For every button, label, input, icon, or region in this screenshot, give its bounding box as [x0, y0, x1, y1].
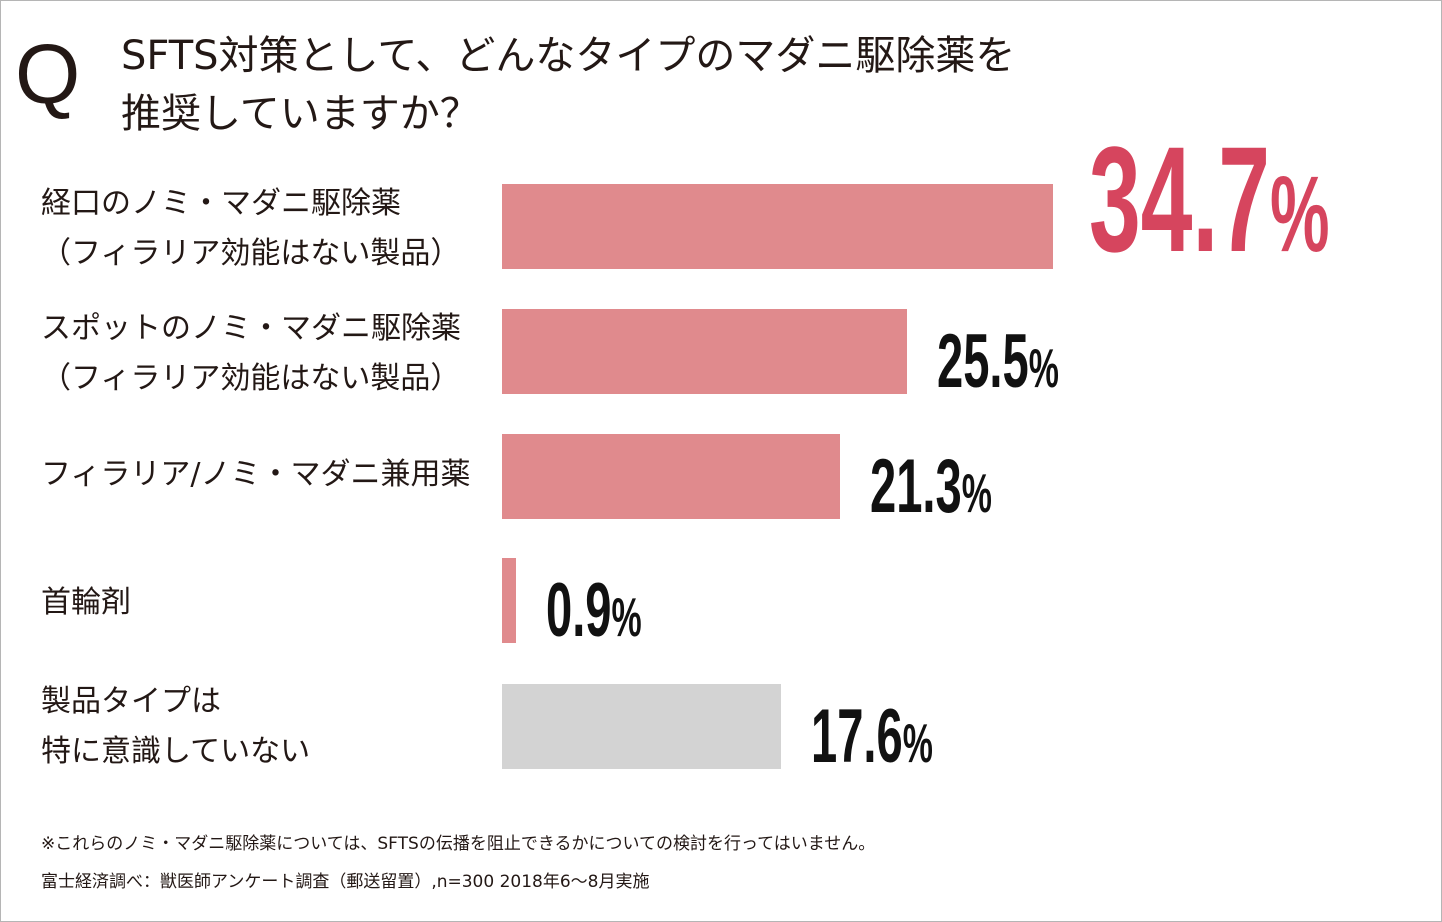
value-number: 34.7 — [1089, 115, 1271, 283]
category-label-line-1: 経口のノミ・マダニ駆除薬 — [41, 186, 401, 221]
category-label-line-2: （フィラリア効能はない製品） — [41, 361, 461, 396]
value-label: 17.6% — [811, 699, 933, 781]
category-label-line-1: スポットのノミ・マダニ駆除薬 — [41, 311, 461, 346]
percent-sign: % — [961, 462, 993, 524]
question-line-2: 推奨していますか？ — [121, 91, 480, 137]
value-label-highlight: 34.7% — [1089, 124, 1330, 289]
category-label: 首輪剤 — [41, 578, 491, 628]
bar — [502, 184, 1053, 269]
value-label: 21.3% — [870, 449, 992, 531]
category-label: フィラリア/ノミ・マダニ兼用薬 — [41, 450, 491, 500]
footnote-source: 富士経済調べ：獣医師アンケート調査（郵送留置）,n=300 2018年6〜8月実… — [41, 872, 650, 892]
bar — [502, 434, 841, 519]
value-number: 0.9 — [546, 568, 612, 653]
question-line-1: SFTS対策として、どんなタイプのマダニ駆除薬を — [121, 33, 1016, 79]
bar — [502, 684, 782, 769]
question-mark-label: Q — [15, 27, 81, 121]
category-label: スポットのノミ・マダニ駆除薬 （フィラリア効能はない製品） — [41, 304, 491, 404]
bar — [502, 309, 907, 394]
category-label: 経口のノミ・マダニ駆除薬 （フィラリア効能はない製品） — [41, 179, 491, 279]
category-label-line-1: 製品タイプは — [41, 684, 221, 719]
value-number: 25.5 — [936, 319, 1029, 404]
percent-sign: % — [903, 712, 934, 774]
footnote-note: ※これらのノミ・マダニ駆除薬については、SFTSの伝播を阻止できるかについての検… — [41, 834, 876, 854]
category-label: 製品タイプは特に意識していない — [41, 677, 491, 777]
value-number: 21.3 — [870, 444, 962, 529]
category-label-line-2: （フィラリア効能はない製品） — [41, 236, 461, 271]
percent-sign: % — [1270, 153, 1330, 274]
percent-sign: % — [1028, 337, 1059, 399]
category-label-line-1: フィラリア/ノミ・マダニ兼用薬 — [41, 457, 471, 492]
question-text: SFTS対策として、どんなタイプのマダニ駆除薬を 推奨していますか？ — [121, 27, 1081, 143]
category-label-line-2: 特に意識していない — [41, 734, 311, 769]
category-label-line-1: 首輪剤 — [41, 585, 131, 620]
value-label: 25.5% — [937, 324, 1059, 406]
percent-sign: % — [611, 586, 642, 648]
bar — [502, 558, 517, 643]
value-number: 17.6 — [811, 694, 904, 779]
value-label: 0.9% — [546, 573, 642, 655]
